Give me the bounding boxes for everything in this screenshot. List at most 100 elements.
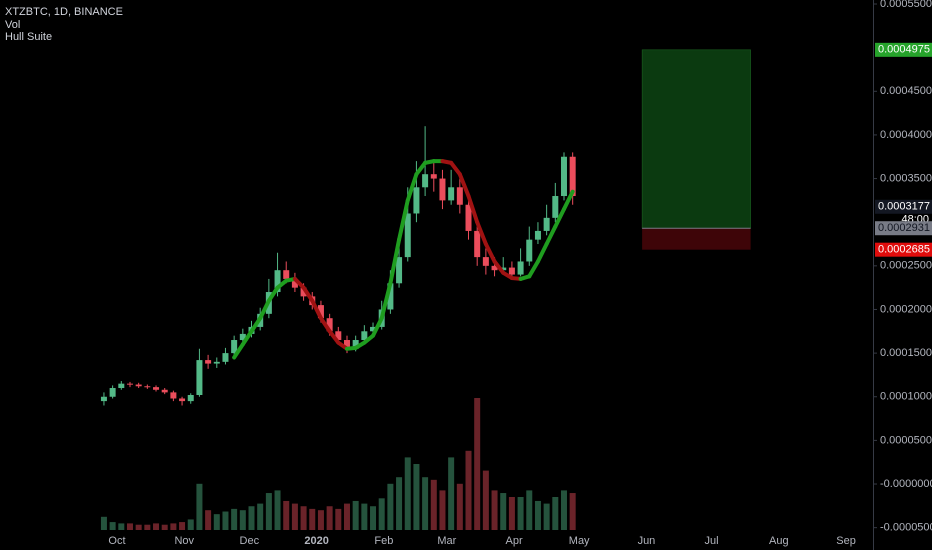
y-tick-label: 0.0005500 [880, 0, 932, 10]
x-tick-label: Mar [437, 535, 456, 547]
volume-bar [448, 457, 455, 530]
volume-bar [231, 508, 238, 530]
volume-bar [274, 490, 281, 530]
volume-bar [257, 503, 264, 530]
candle-body [222, 353, 229, 362]
candle-body [187, 395, 194, 402]
x-tick-label: Sep [836, 535, 856, 547]
candle-body [439, 178, 446, 201]
hull-segment [527, 259, 540, 279]
stop-label: 0.0002685 [878, 244, 930, 256]
volume-bar [222, 511, 229, 530]
candle-body [543, 217, 550, 231]
volume-bar [560, 490, 567, 530]
hull-segment [388, 237, 402, 286]
volume-bar [404, 457, 411, 530]
y-tick-label: 0.0002500 [880, 260, 932, 272]
volume-bar [239, 510, 246, 530]
hull-segment [561, 189, 575, 212]
y-tick-label: 0.0004000 [880, 129, 932, 141]
candle-body [361, 331, 368, 341]
candle-body [196, 360, 203, 396]
volume-bar [491, 490, 498, 530]
volume-bar [283, 500, 290, 530]
candle-body [508, 267, 515, 275]
x-tick-label: Nov [174, 535, 194, 547]
volume-bar [534, 500, 541, 530]
hull-segment [371, 316, 384, 338]
candle-body [456, 187, 463, 205]
hull-segment [292, 276, 306, 290]
volume-bar [474, 398, 481, 530]
candle-body [326, 318, 333, 332]
candle-body [274, 270, 281, 293]
volume-bar [309, 508, 316, 530]
hull-segment [301, 285, 315, 303]
candle-body [500, 267, 507, 271]
volume-bar [187, 519, 194, 530]
volume-bar [196, 483, 203, 530]
volume-bar [326, 506, 333, 530]
candle-body [569, 156, 576, 197]
volume-bar [100, 516, 107, 530]
hull-segment [492, 259, 506, 275]
candle-body [161, 389, 168, 393]
candle-body [135, 384, 142, 387]
candle-body [335, 331, 342, 341]
volume-bar [543, 503, 550, 530]
volume-bar [370, 506, 377, 530]
candle-body [291, 278, 298, 288]
candle-body [300, 287, 307, 297]
last-price-label-bg [875, 199, 932, 214]
x-tick-label: 2020 [304, 535, 328, 547]
volume-bar [361, 503, 368, 530]
candle-body [560, 156, 567, 197]
position-loss-zone [642, 228, 751, 250]
candle-body [179, 398, 186, 402]
volume-bar [396, 477, 403, 530]
candle-body [422, 174, 429, 188]
volume-bar [343, 503, 350, 530]
volume-bar [352, 500, 359, 530]
volume-bar [335, 508, 342, 530]
volume-bar [508, 497, 515, 530]
y-tick-label: -0.0000500 [880, 522, 932, 534]
candle-body [430, 174, 437, 179]
hull-segment [258, 298, 271, 321]
hull-segment [379, 281, 393, 321]
hull-segment [310, 298, 323, 321]
candle-body [482, 257, 489, 266]
candle-body [239, 333, 246, 341]
hull-segment [318, 316, 332, 334]
y-tick-label: 0.0001500 [880, 347, 932, 359]
hull-segment [397, 198, 410, 242]
hull-segment [535, 242, 549, 264]
volume-bar [213, 514, 220, 530]
candle-body [491, 265, 498, 271]
candle-body [283, 270, 290, 279]
volume-bar [465, 450, 472, 530]
volume-bar [517, 497, 524, 530]
candle-body [100, 396, 107, 402]
volume-bar [291, 503, 298, 530]
hull-segment [449, 160, 462, 177]
last-price-label: 0.0003177 [878, 201, 930, 213]
volume-bar [144, 524, 151, 530]
candle-body [144, 386, 151, 388]
x-tick-label: Oct [108, 535, 125, 547]
x-tick-label: Dec [240, 535, 260, 547]
candle-body [213, 361, 220, 364]
x-tick-label: May [569, 535, 590, 547]
hull-segment [327, 329, 341, 345]
x-tick-label: Jun [638, 535, 656, 547]
hull-segment [232, 342, 245, 360]
hull-segment [553, 207, 566, 229]
candle-body [387, 283, 394, 310]
candle-body [534, 230, 541, 240]
hull-segment [414, 160, 428, 177]
volume-bar [422, 477, 429, 530]
volume-bar [413, 464, 420, 530]
hull-segment [249, 316, 263, 334]
candle-body [109, 388, 116, 397]
